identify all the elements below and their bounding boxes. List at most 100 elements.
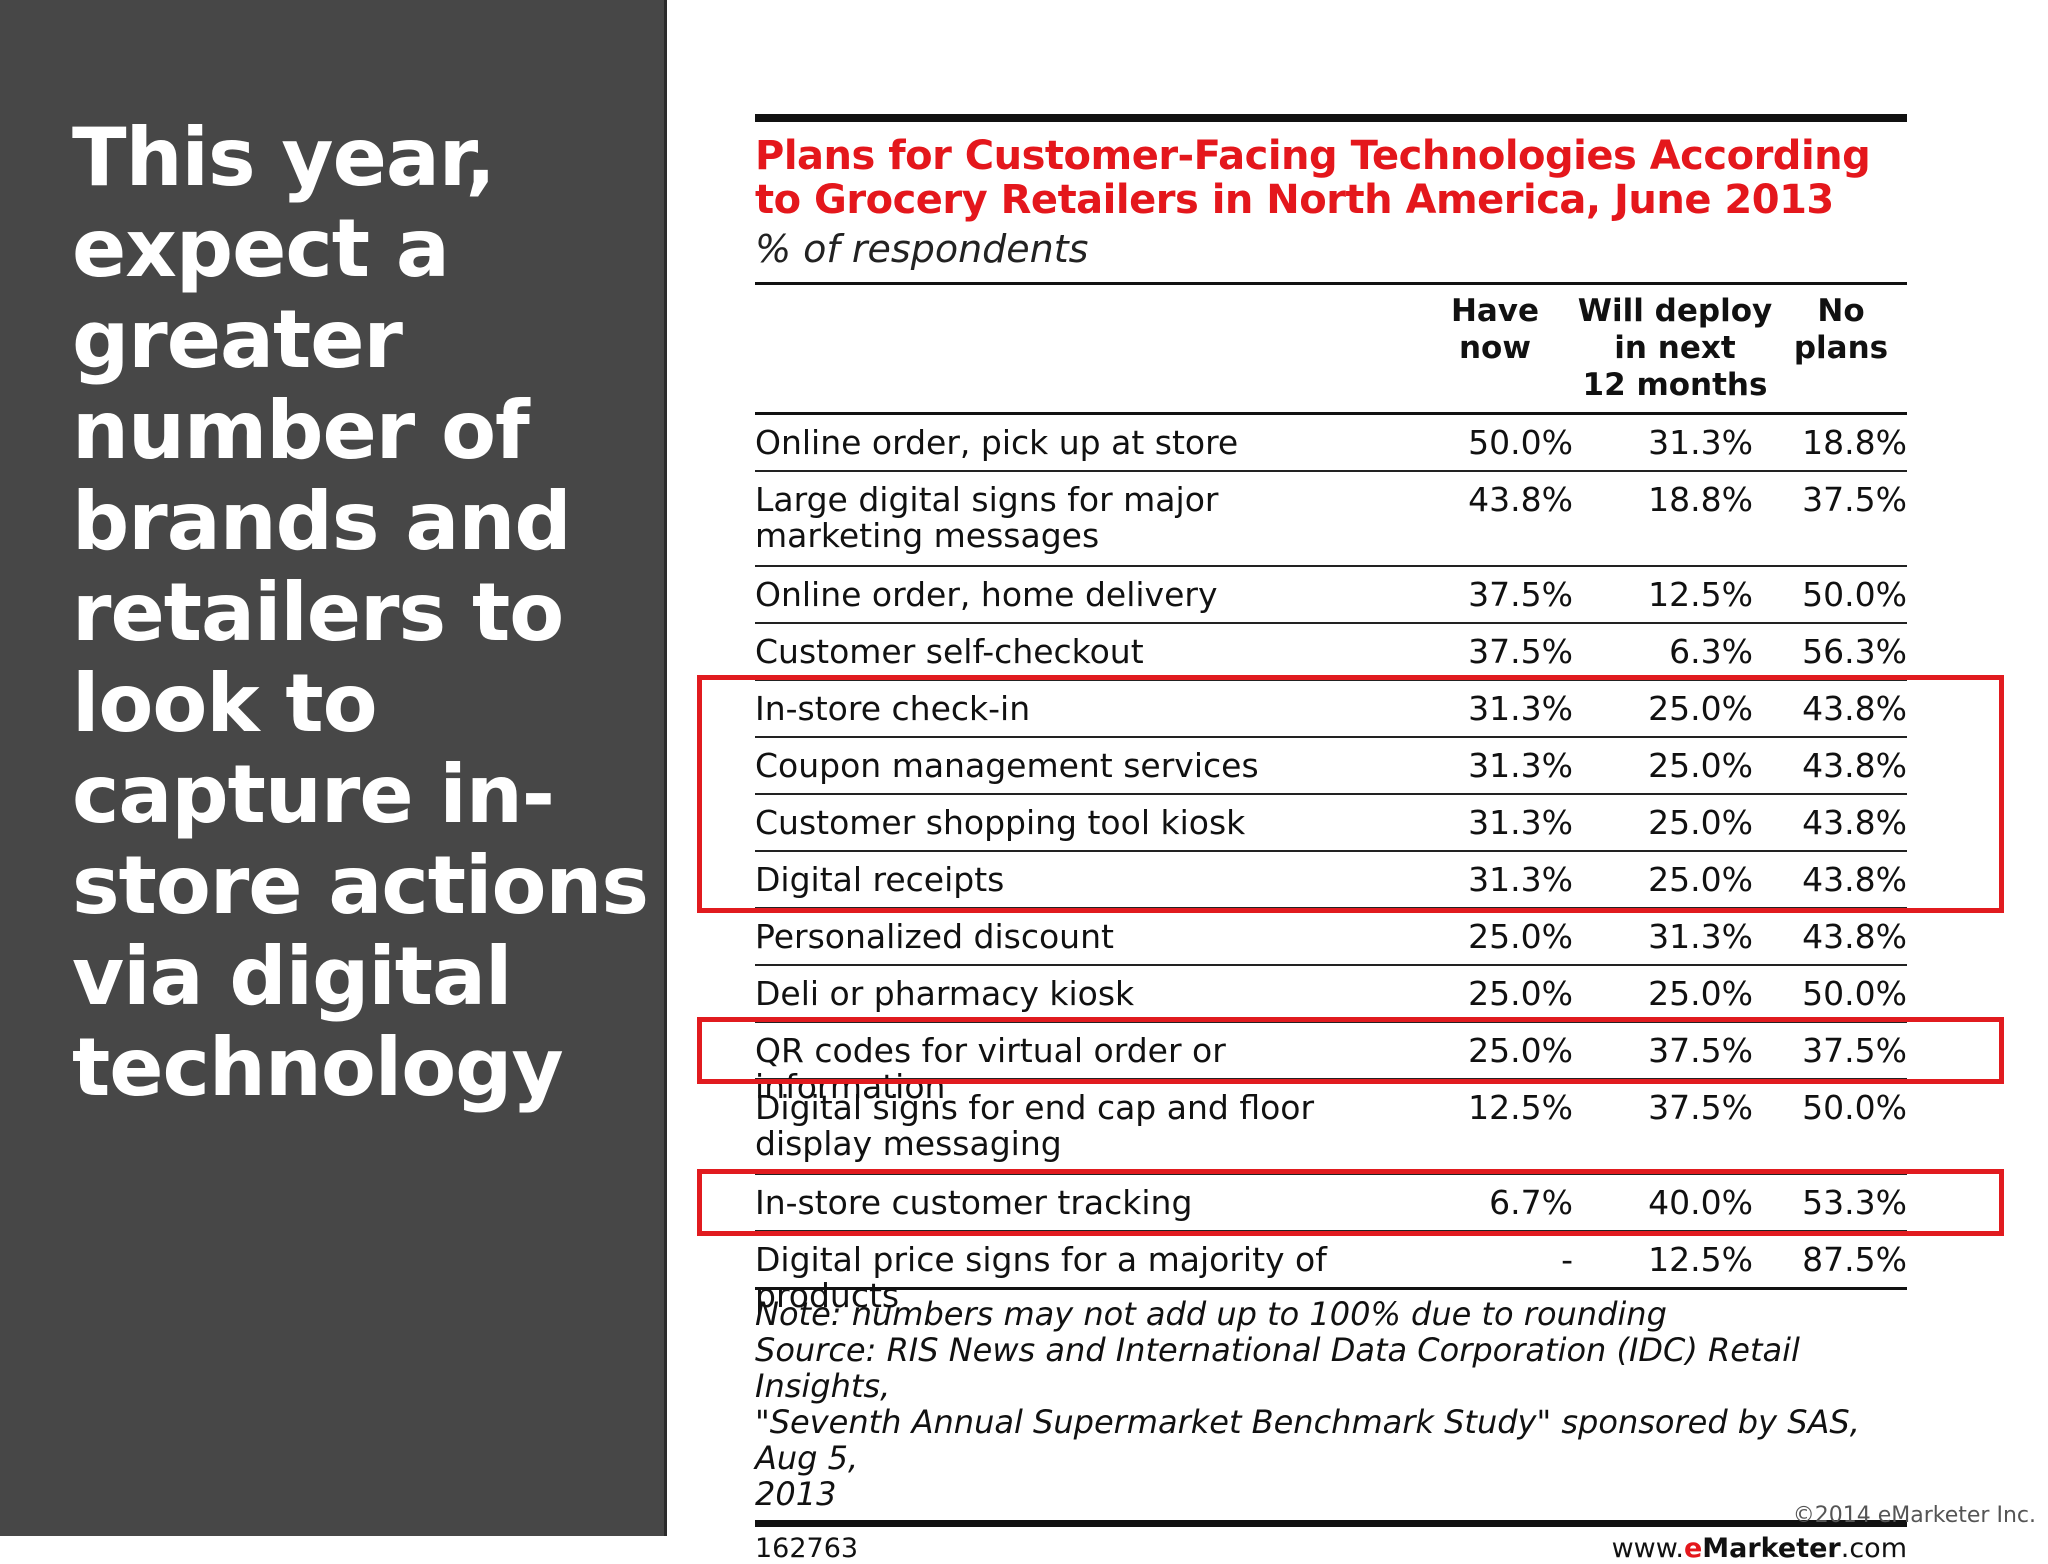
copyright: ©2014 eMarketer Inc.: [1792, 1503, 2036, 1528]
value-no-plans: 50.0%: [1802, 575, 1907, 614]
header-have-now: Have now: [1450, 293, 1540, 366]
table-row: Customer shopping tool kiosk 31.3% 25.0% 43…: [755, 795, 1907, 852]
table-row: Large digital signs for major marketing m…: [755, 472, 1907, 567]
row-label-line: Digital signs for end cap and floor: [755, 1088, 1315, 1127]
table-row: Customer self-checkout 37.5% 6.3% 56.3%: [755, 624, 1907, 681]
table-row: Personalized discount 25.0% 31.3% 43.8%: [755, 909, 1907, 966]
value-will-deploy: 25.0%: [1648, 803, 1753, 842]
table-row: Digital price signs for a majority of pr…: [755, 1232, 1907, 1314]
row-label: Digital signs for end cap and floor displ…: [755, 1080, 1415, 1173]
header-will-deploy: Will deploy in next 12 months: [1577, 293, 1773, 403]
highlight-box: [697, 1169, 2004, 1236]
value-will-deploy: 18.8%: [1648, 480, 1753, 519]
value-no-plans: 43.8%: [1802, 803, 1907, 842]
row-label-line: display messaging: [755, 1124, 1062, 1163]
row-label-line: In-store check-in: [755, 689, 1031, 728]
source-line: 2013: [755, 1475, 837, 1513]
value-will-deploy: 37.5%: [1648, 1088, 1753, 1127]
value-will-deploy: 25.0%: [1648, 860, 1753, 899]
row-label-line: Deli or pharmacy kiosk: [755, 974, 1135, 1013]
chart-id: 162763: [755, 1533, 859, 1564]
value-have-now: 31.3%: [1468, 746, 1573, 785]
row-label-line: Personalized discount: [755, 917, 1114, 956]
row-label-line: Large digital signs for major: [755, 480, 1219, 519]
source-line: "Seventh Annual Supermarket Benchmark St…: [755, 1403, 1860, 1477]
value-no-plans: 43.8%: [1802, 860, 1907, 899]
table-row: Online order, home delivery 37.5% 12.5% 50.…: [755, 567, 1907, 624]
value-no-plans: 50.0%: [1802, 1088, 1907, 1127]
value-have-now: 31.3%: [1468, 860, 1573, 899]
chart-subtitle: % of respondents: [755, 224, 1907, 285]
table-row: In-store check-in 31.3% 25.0% 43.8%: [755, 681, 1907, 738]
row-label: Personalized discount: [755, 909, 1415, 964]
value-no-plans: 37.5%: [1802, 480, 1907, 519]
chart-footer: 162763 www.eMarketer.com: [755, 1533, 1907, 1564]
value-have-now: -: [1561, 1240, 1573, 1279]
value-will-deploy: 31.3%: [1648, 423, 1753, 462]
row-label: QR codes for virtual order or informatio…: [755, 1023, 1415, 1105]
value-will-deploy: 40.0%: [1648, 1183, 1753, 1222]
row-label: In-store customer tracking: [755, 1175, 1415, 1230]
value-no-plans: 18.8%: [1802, 423, 1907, 462]
chart-title: Plans for Customer-Facing Technologies A…: [755, 133, 1871, 223]
value-no-plans: 37.5%: [1802, 1031, 1907, 1070]
header-label-spacer: [755, 285, 1415, 412]
brand-e: e: [1683, 1533, 1703, 1564]
row-label: Online order, home delivery: [755, 567, 1415, 622]
chart-notes: Note: numbers may not add up to 100% due…: [755, 1296, 1907, 1520]
highlight-box: [697, 1017, 2004, 1084]
value-no-plans: 43.8%: [1802, 746, 1907, 785]
value-have-now: 37.5%: [1468, 575, 1573, 614]
row-label-line: Coupon management services: [755, 746, 1259, 785]
value-have-now: 31.3%: [1468, 803, 1573, 842]
site-link[interactable]: www.eMarketer.com: [1612, 1533, 1907, 1564]
site-suffix: .com: [1840, 1533, 1907, 1564]
row-label-line: Digital receipts: [755, 860, 1005, 899]
row-label: Online order, pick up at store: [755, 415, 1415, 470]
row-label-line: Customer self-checkout: [755, 632, 1144, 671]
table-row: Deli or pharmacy kiosk 25.0% 25.0% 50.0%: [755, 966, 1907, 1023]
value-no-plans: 53.3%: [1802, 1183, 1907, 1222]
row-label-line: QR codes for virtual order or informatio…: [755, 1031, 1226, 1106]
row-label-line: Customer shopping tool kiosk: [755, 803, 1246, 842]
table-body: Online order, pick up at store 50.0% 31.3%…: [755, 415, 1907, 1314]
headline-panel: This year, expect a greater number of br…: [0, 0, 667, 1536]
value-no-plans: 43.8%: [1802, 917, 1907, 956]
value-will-deploy: 6.3%: [1669, 632, 1753, 671]
value-no-plans: 43.8%: [1802, 689, 1907, 728]
value-will-deploy: 25.0%: [1648, 974, 1753, 1013]
row-label: Coupon management services: [755, 738, 1415, 793]
value-have-now: 31.3%: [1468, 689, 1573, 728]
value-have-now: 25.0%: [1468, 974, 1573, 1013]
row-label: Digital receipts: [755, 852, 1415, 907]
row-label: Deli or pharmacy kiosk: [755, 966, 1415, 1021]
row-label: Customer shopping tool kiosk: [755, 795, 1415, 850]
bottom-rule: [755, 1520, 1907, 1527]
row-label: Customer self-checkout: [755, 624, 1415, 679]
source-line: Source: RIS News and International Data …: [755, 1331, 1800, 1405]
row-label-line: Online order, home delivery: [755, 575, 1218, 614]
row-label-line: marketing messages: [755, 516, 1100, 555]
site-prefix: www.: [1611, 1533, 1684, 1564]
row-label: In-store check-in: [755, 681, 1415, 736]
value-no-plans: 87.5%: [1802, 1240, 1907, 1279]
value-will-deploy: 12.5%: [1648, 575, 1753, 614]
row-label: Digital price signs for a majority of pr…: [755, 1232, 1415, 1314]
table-row: Coupon management services 31.3% 25.0% 43.8…: [755, 738, 1907, 795]
value-have-now: 12.5%: [1468, 1088, 1573, 1127]
value-have-now: 37.5%: [1468, 632, 1573, 671]
note-line: Note: numbers may not add up to 100% due…: [755, 1295, 1667, 1333]
value-will-deploy: 31.3%: [1648, 917, 1753, 956]
row-label: Large digital signs for major marketing m…: [755, 472, 1415, 565]
value-have-now: 25.0%: [1468, 917, 1573, 956]
value-have-now: 43.8%: [1468, 480, 1573, 519]
table-row: Online order, pick up at store 50.0% 31.3%…: [755, 415, 1907, 472]
value-will-deploy: 12.5%: [1648, 1240, 1753, 1279]
value-will-deploy: 25.0%: [1648, 689, 1753, 728]
table-row: Digital signs for end cap and floor displ…: [755, 1080, 1907, 1175]
row-label-line: In-store customer tracking: [755, 1183, 1193, 1222]
value-no-plans: 56.3%: [1802, 632, 1907, 671]
table-header-row: Have now Will deploy in next 12 months N…: [755, 285, 1907, 415]
value-have-now: 50.0%: [1468, 423, 1573, 462]
header-no-plans: No plans: [1793, 293, 1889, 366]
